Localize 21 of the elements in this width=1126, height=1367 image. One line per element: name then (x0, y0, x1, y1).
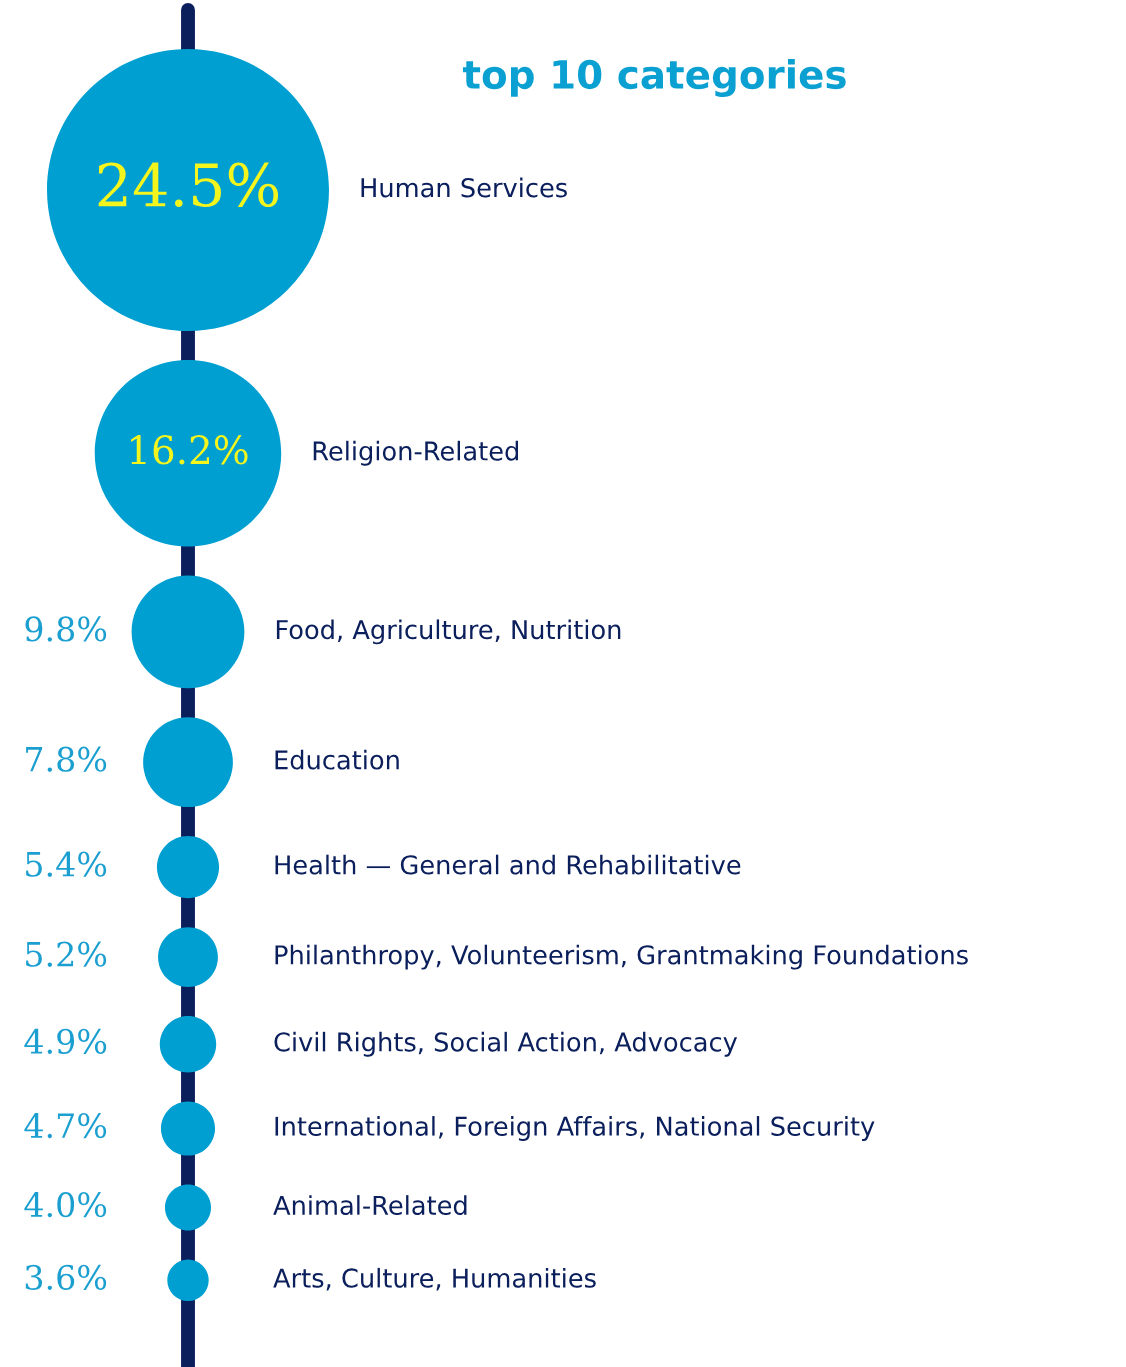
category-label: Education (275, 749, 399, 770)
category-label: Arts, Culture, Humanities (273, 1267, 596, 1291)
category-label: International, Foreign Affairs, National Security (275, 1116, 875, 1141)
category-label: Health — General and Rehabilitative (275, 854, 741, 875)
category-label: Religion-Related (313, 440, 518, 466)
data-label: 5.4% (26, 851, 107, 877)
data-label: 16.2% (131, 435, 248, 465)
category-label: Human Services (361, 177, 567, 198)
data-label: 9.8% (25, 616, 107, 642)
category-label: Philanthropy, Volunteerism, Grantmaking Foundations (275, 944, 968, 970)
category-label: Civil Rights, Social Action, Advocacy (274, 1031, 738, 1057)
data-label: 3.6% (25, 1264, 107, 1290)
data-label: 5.2% (26, 941, 107, 967)
data-label: 24.5% (98, 162, 279, 208)
data-label: 7.8% (26, 746, 107, 772)
data-label: 4.9% (24, 1028, 107, 1054)
text: top 10 categories (462, 59, 846, 97)
data-label: 4.7% (24, 1112, 107, 1139)
data-label: 4.0% (24, 1192, 107, 1218)
category-label: Food, Agriculture, Nutrition (276, 619, 621, 645)
category-label: Animal-Related (273, 1195, 467, 1216)
